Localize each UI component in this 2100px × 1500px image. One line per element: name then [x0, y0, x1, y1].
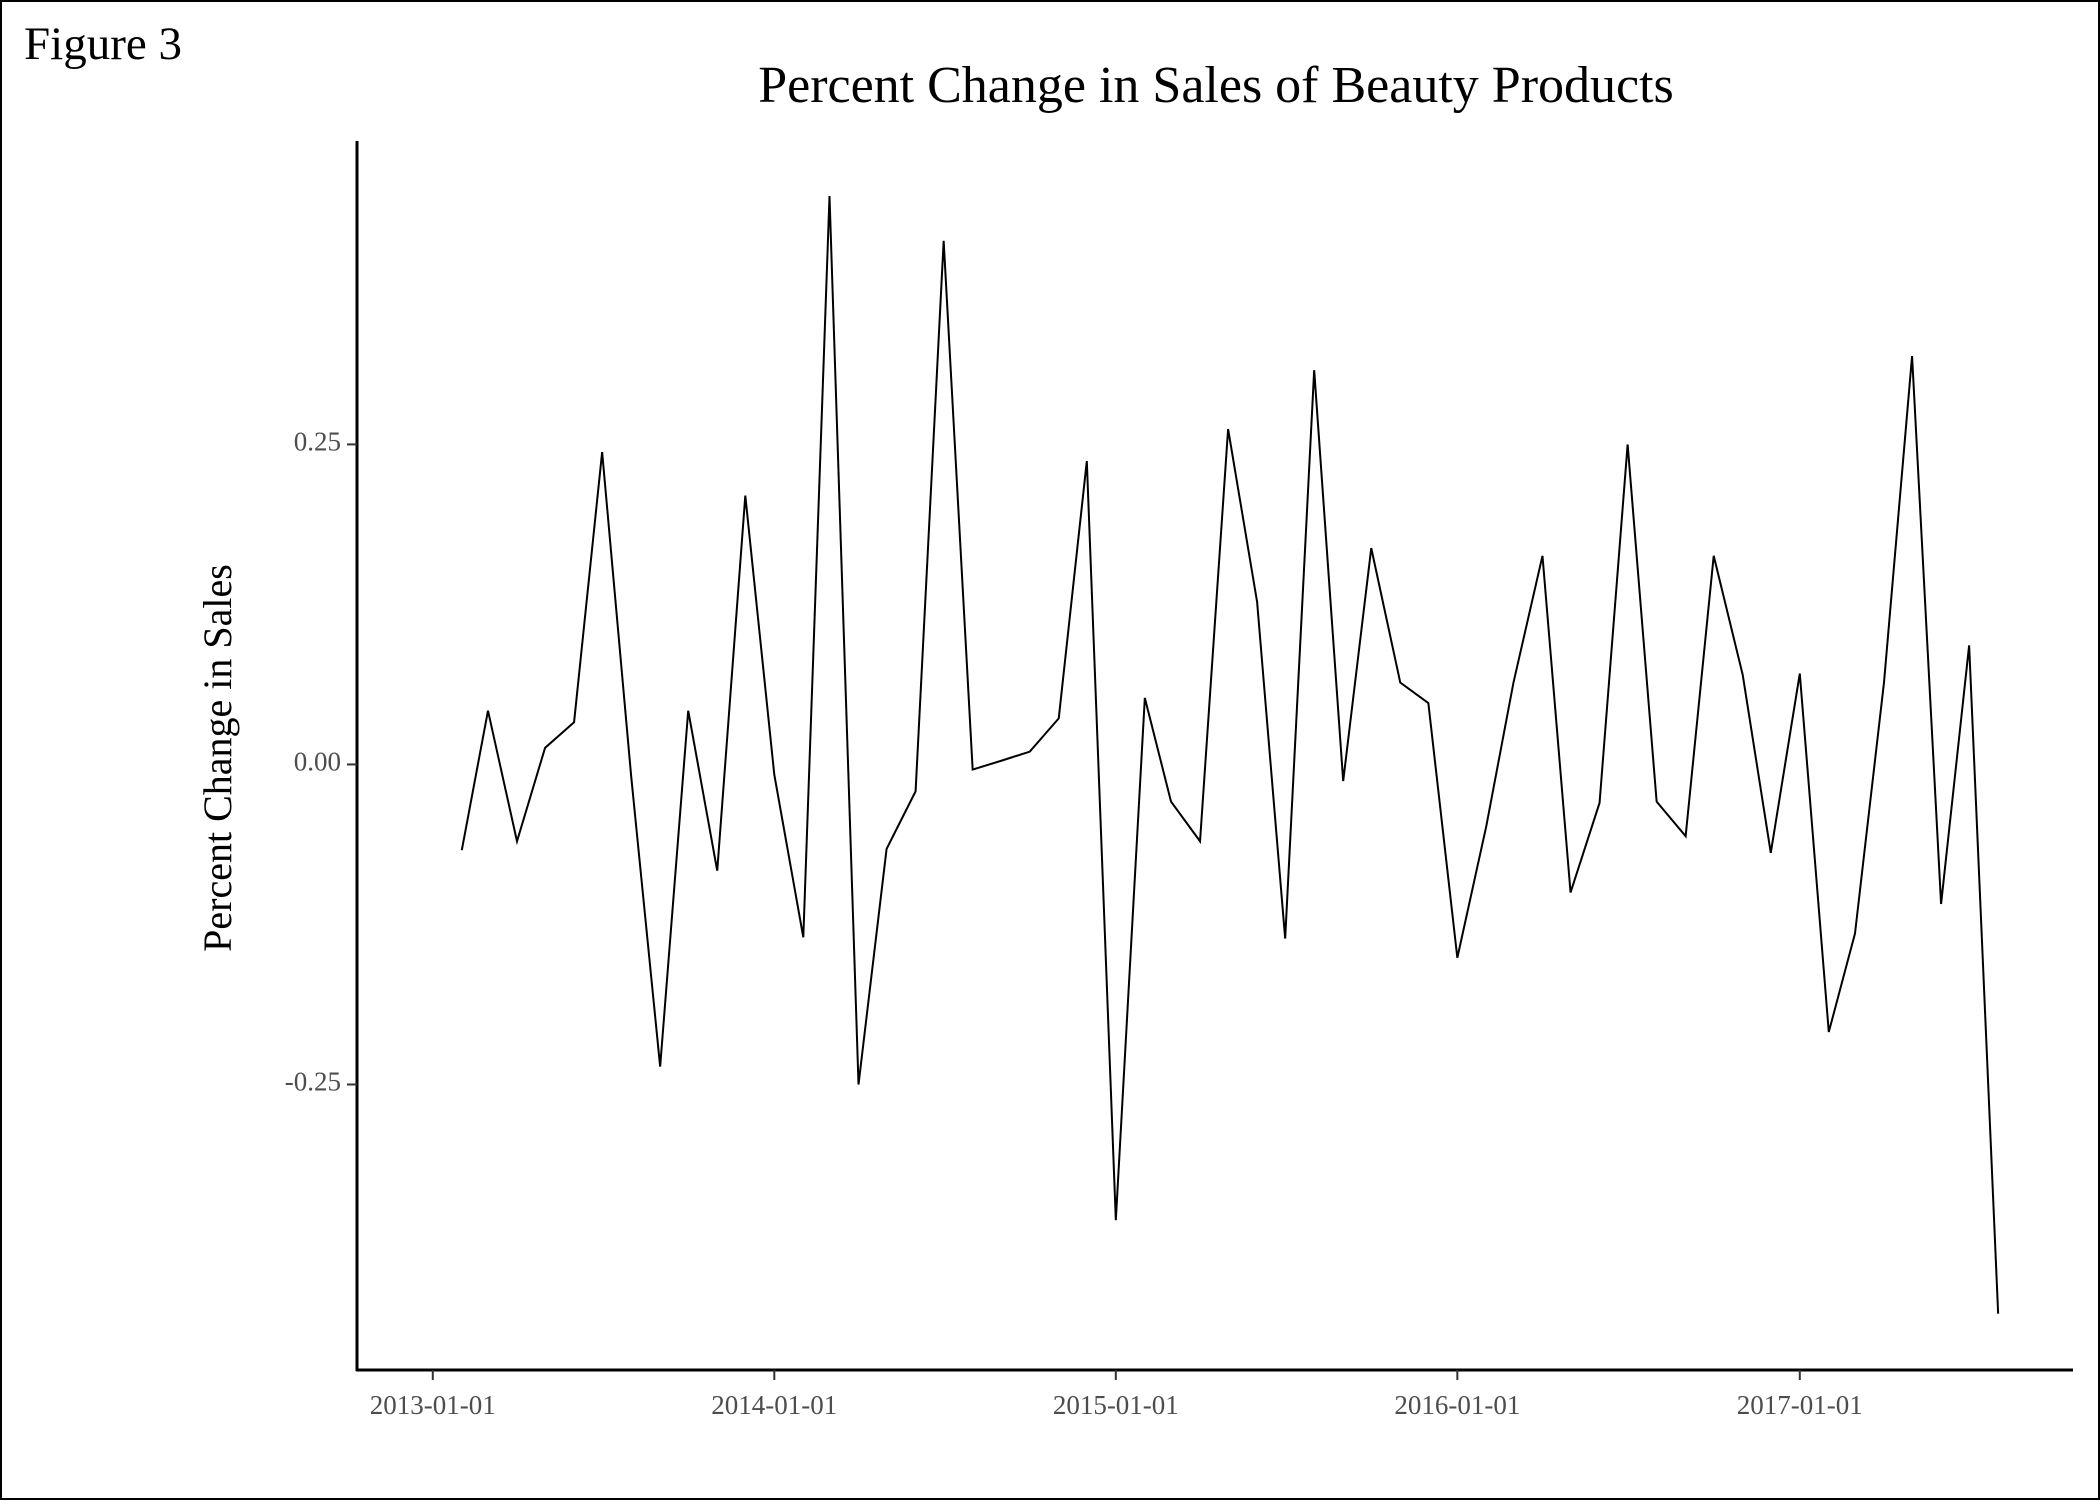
x-tick-label: 2015-01-01	[1053, 1390, 1179, 1420]
y-tick-label: -0.25	[285, 1067, 341, 1097]
y-axis-label: Percent Change in Sales	[195, 564, 240, 952]
y-tick-label: 0.25	[294, 427, 341, 457]
data-line	[460, 196, 2000, 1314]
x-tick-label: 2017-01-01	[1737, 1390, 1863, 1420]
x-tick-label: 2013-01-01	[370, 1390, 496, 1420]
y-tick-label: 0.00	[294, 747, 341, 777]
x-tick-label: 2014-01-01	[711, 1390, 837, 1420]
x-tick-label: 2016-01-01	[1394, 1390, 1520, 1420]
figure-label: Figure 3	[24, 18, 182, 70]
chart-title: Percent Change in Sales of Beauty Produc…	[758, 57, 1674, 114]
